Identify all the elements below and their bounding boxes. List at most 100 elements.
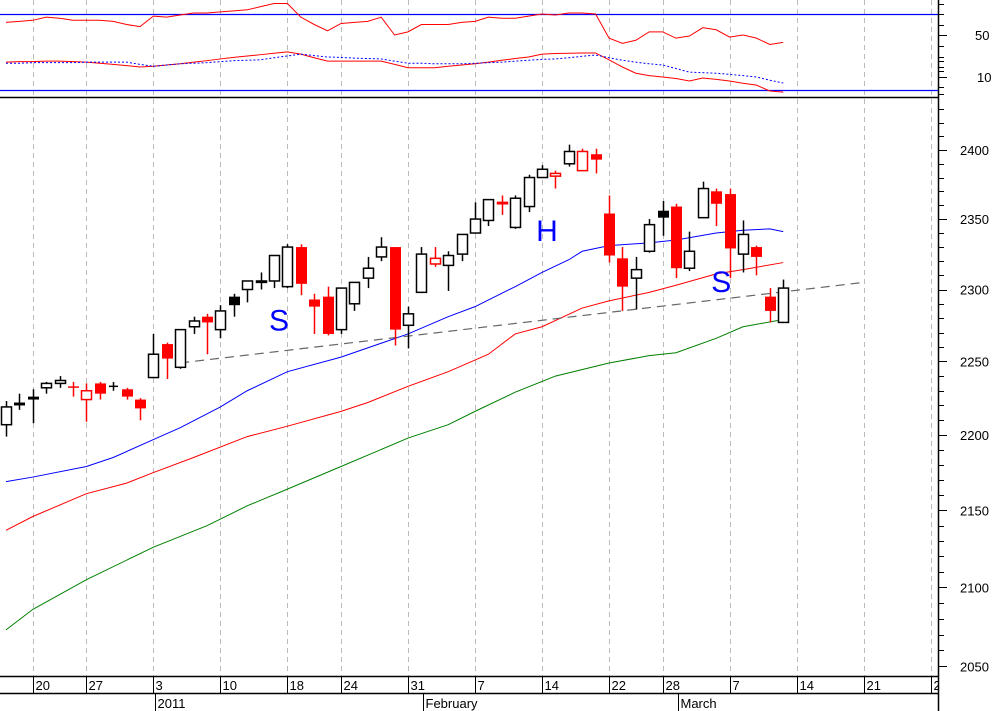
candle-body — [323, 296, 334, 334]
candle-body — [147, 353, 160, 379]
candle — [174, 328, 187, 369]
candle — [122, 387, 133, 400]
candle — [765, 288, 776, 323]
candle-body — [162, 344, 173, 359]
candle-body — [415, 253, 428, 294]
candle-body — [442, 254, 455, 267]
date-tick-label: 3 — [156, 678, 163, 693]
candle-body — [658, 210, 669, 218]
candle — [202, 313, 213, 355]
candle-body — [390, 247, 401, 330]
candle — [643, 219, 656, 253]
upper-indicator-scale-label: 50 — [975, 28, 989, 43]
candle-body — [362, 267, 375, 279]
candle-body — [174, 328, 187, 369]
candle-body — [95, 383, 106, 394]
month-label: March — [681, 696, 717, 711]
price-tick-label: 2400 — [960, 143, 989, 158]
candle — [469, 202, 482, 234]
candle-body — [576, 150, 589, 172]
date-tick-label: 10 — [223, 678, 237, 693]
candle-body — [202, 316, 213, 323]
candle — [68, 381, 79, 397]
candle-body — [14, 402, 25, 406]
candle — [348, 281, 361, 311]
candle — [375, 237, 388, 262]
candle-body — [725, 194, 736, 249]
candle-body — [765, 296, 776, 311]
candle — [362, 256, 375, 289]
price-tick-label: 2300 — [960, 283, 989, 298]
candle-body — [429, 257, 442, 265]
candle-body — [617, 258, 628, 287]
candle — [281, 244, 294, 289]
candle-body — [469, 218, 482, 234]
candle — [255, 272, 268, 290]
date-tick-label: 28 — [666, 678, 680, 693]
candle-body — [54, 379, 67, 385]
date-tick-label: 7 — [733, 678, 740, 693]
candle-body — [241, 280, 254, 291]
candle — [241, 280, 254, 303]
candle — [549, 170, 562, 189]
candle-body — [630, 268, 643, 279]
candle — [214, 305, 227, 339]
candle — [229, 293, 240, 317]
date-tick-labels: 20 27 3 10 18 24 31 7 14 22 28 7 14 21 28 — [33, 677, 948, 693]
candle — [711, 188, 722, 227]
date-tick-label: 24 — [344, 678, 358, 693]
candle-body — [296, 247, 307, 284]
upper-indicator-line — [5, 3, 784, 45]
candle — [323, 286, 334, 336]
date-tick-label: 22 — [612, 678, 626, 693]
price-tick-label: 2100 — [960, 580, 989, 595]
candle — [390, 247, 401, 346]
candle — [429, 247, 442, 267]
month-label: 2011 — [158, 696, 186, 711]
candle-body — [591, 154, 602, 160]
candle — [268, 254, 281, 289]
candle — [80, 383, 93, 422]
candle — [751, 245, 762, 276]
candle-body — [229, 296, 240, 306]
candle-body — [335, 287, 348, 331]
candle-body — [697, 187, 710, 219]
candle — [14, 393, 25, 410]
candle — [402, 306, 415, 349]
candle-body — [751, 247, 762, 257]
candle — [697, 181, 710, 219]
candle — [536, 165, 549, 179]
date-tick-label: 7 — [478, 678, 485, 693]
indicator-panel — [0, 3, 938, 99]
candle — [737, 220, 750, 273]
date-tick-label: 28 — [934, 678, 948, 693]
candle-body — [683, 250, 696, 269]
candle-body — [509, 197, 522, 229]
price-tick-label: 2050 — [960, 659, 989, 674]
candle — [296, 244, 307, 296]
candle-body — [604, 213, 615, 256]
candle-body — [268, 254, 281, 282]
candle-body — [0, 406, 13, 426]
candle-body — [523, 176, 536, 208]
date-tick-label: 18 — [290, 678, 304, 693]
candle-body — [496, 201, 509, 205]
candle — [335, 287, 348, 334]
candle-body — [536, 168, 549, 179]
date-tick-label: 27 — [89, 678, 103, 693]
candle-body — [456, 233, 469, 255]
candle-body — [309, 299, 320, 307]
candle — [509, 195, 522, 229]
moving-average-red — [5, 262, 784, 531]
candle — [671, 203, 682, 279]
lower-indicator-line-solid — [5, 51, 784, 93]
candle — [309, 293, 320, 334]
candle — [162, 342, 173, 380]
candle-body — [643, 223, 656, 253]
candle — [482, 198, 495, 227]
candle-body — [68, 386, 79, 388]
candle — [147, 333, 160, 379]
candle-body — [777, 287, 790, 324]
pattern-label-s: S — [711, 266, 731, 299]
